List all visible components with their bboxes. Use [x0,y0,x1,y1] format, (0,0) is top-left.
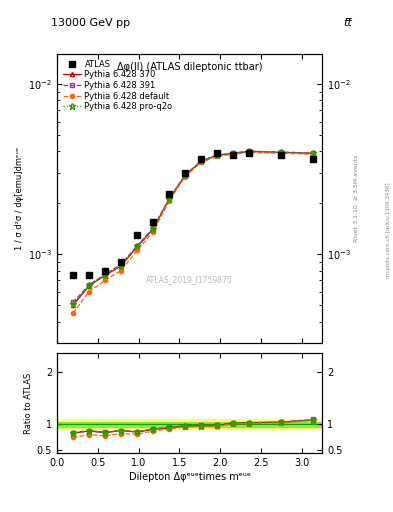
Text: tt̅: tt̅ [343,18,352,28]
Text: ATLAS_2019_I1759875: ATLAS_2019_I1759875 [146,275,233,284]
Text: 13000 GeV pp: 13000 GeV pp [51,18,130,28]
Bar [57,419,322,430]
X-axis label: Dilepton Δφᵉᵘᵉtimes mᵉᵘᵉ: Dilepton Δφᵉᵘᵉtimes mᵉᵘᵉ [129,472,251,482]
Bar [57,421,322,427]
Text: Δφ(ll) (ATLAS dileptonic ttbar): Δφ(ll) (ATLAS dileptonic ttbar) [117,62,263,72]
Y-axis label: Rivet 3.1.10, ≥ 3.5M events: Rivet 3.1.10, ≥ 3.5M events [354,155,359,242]
Y-axis label: Ratio to ATLAS: Ratio to ATLAS [24,373,33,434]
Y-axis label: 1 / σ d²σ / dφ[emu]dmᵉᵘᵉ: 1 / σ d²σ / dφ[emu]dmᵉᵘᵉ [15,147,24,250]
Text: mcplots.cern.ch [arXiv:1306.3436]: mcplots.cern.ch [arXiv:1306.3436] [386,183,391,278]
Legend: ATLAS, Pythia 6.428 370, Pythia 6.428 391, Pythia 6.428 default, Pythia 6.428 pr: ATLAS, Pythia 6.428 370, Pythia 6.428 39… [61,58,174,113]
